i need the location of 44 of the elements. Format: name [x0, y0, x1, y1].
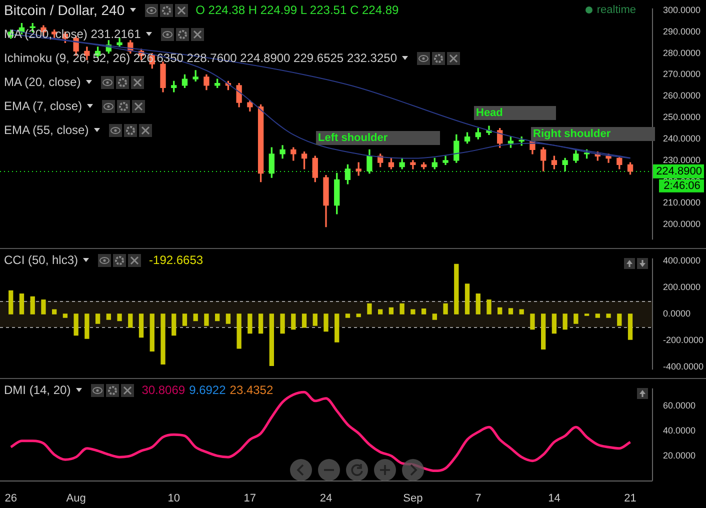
y-tick-label: 230.0000	[663, 154, 701, 165]
chart-title: CCI (50, hlc3)	[4, 252, 78, 268]
annotation: 9.6922	[189, 382, 226, 398]
callout-box: Head	[474, 106, 556, 120]
y-tick-label: 290.0000	[663, 26, 701, 36]
y-tick-label: 270.0000	[663, 69, 701, 80]
x-tick-label: 24	[320, 492, 332, 504]
annotation: 30.8069	[142, 382, 186, 398]
y-tick-label: 300.0000	[663, 5, 701, 16]
annotation: MA (20, close)	[4, 74, 81, 90]
y-tick-label: 0.0000	[663, 308, 691, 318]
annotation: realtime	[596, 4, 636, 16]
y-tick-label: 210.0000	[663, 198, 701, 208]
x-tick-label: 17	[244, 492, 256, 504]
text: 2:46:06	[664, 180, 700, 192]
annotation: -192.6653	[149, 252, 204, 268]
y-tick-label: 250.0000	[663, 112, 701, 122]
y-tick-label: 200.0000	[663, 219, 701, 230]
y-tick-label: 400.0000	[663, 256, 701, 266]
chart-subtitle: O 224.38 H 224.99 L 223.51 C 224.89	[196, 2, 399, 18]
callout-box: Right shoulder	[531, 127, 655, 141]
x-tick-label: 26	[4, 492, 17, 504]
x-tick-label: 10	[168, 492, 180, 504]
x-tick-label: Aug	[66, 492, 86, 504]
x-tick-label: Sep	[403, 492, 423, 504]
y-tick-label: 60.0000	[663, 400, 696, 410]
x-tick-label: 14	[548, 492, 560, 504]
y-tick-label: 260.0000	[663, 90, 701, 101]
chart-title: Bitcoin / Dollar, 240	[4, 2, 125, 18]
chart-title: DMI (14, 20)	[4, 382, 71, 398]
y-tick-label: 200.0000	[663, 282, 701, 292]
y-tick-label: 280.0000	[663, 48, 701, 58]
callout-box: Left shoulder	[316, 131, 440, 145]
y-tick-label: -400.0000	[663, 361, 704, 372]
y-tick-label: 40.0000	[663, 425, 696, 436]
annotation: EMA (55, close)	[4, 122, 89, 138]
annotation: EMA (7, close)	[4, 98, 82, 114]
y-tick-label: 240.0000	[663, 133, 701, 144]
ref-line-label: 224.8900	[656, 165, 702, 178]
x-tick-label: 21	[624, 492, 636, 504]
annotation: 23.4352	[230, 382, 274, 398]
x-tick-label: 7	[475, 492, 482, 504]
y-tick-label: 20.0000	[663, 450, 696, 460]
y-tick-label: -200.0000	[663, 334, 704, 345]
